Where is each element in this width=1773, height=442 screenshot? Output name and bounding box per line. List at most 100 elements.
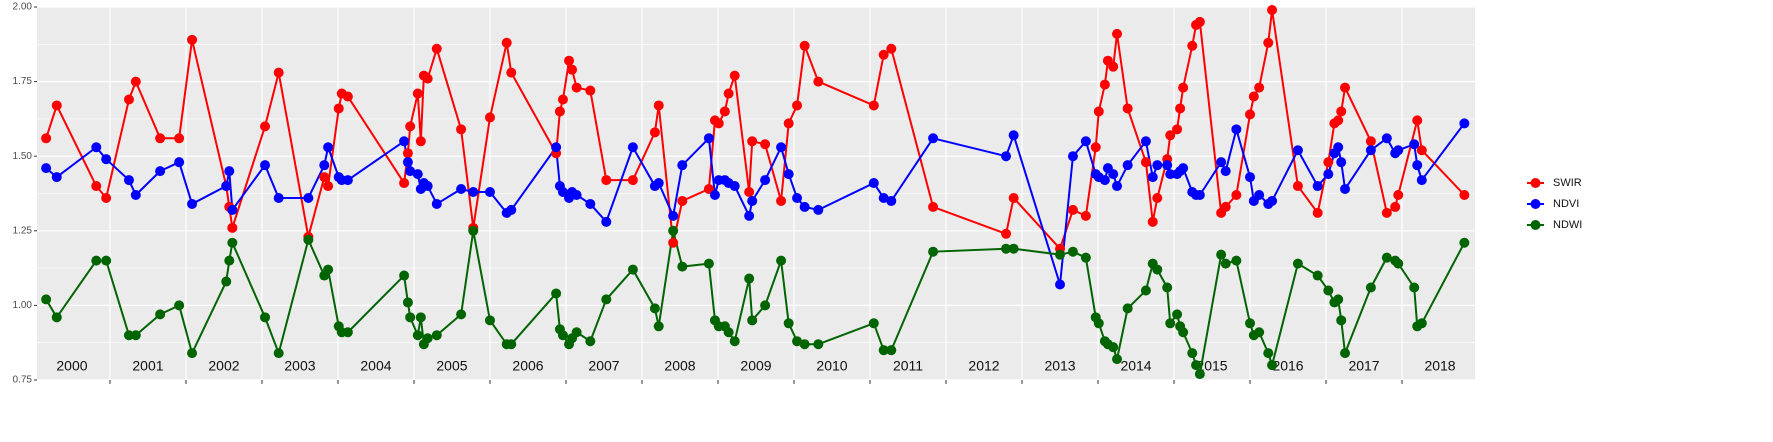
data-point <box>799 339 810 350</box>
data-point <box>1365 136 1376 147</box>
data-point <box>649 303 660 314</box>
data-point <box>571 82 582 93</box>
data-point <box>1090 142 1101 153</box>
data-point <box>221 276 232 287</box>
data-point <box>1140 157 1151 168</box>
data-point <box>1140 285 1151 296</box>
data-point <box>868 318 879 329</box>
data-point <box>1008 243 1019 254</box>
data-point <box>1108 169 1119 180</box>
data-point <box>1365 145 1376 156</box>
data-point <box>1080 210 1091 221</box>
data-point <box>868 178 879 189</box>
data-point <box>1194 16 1205 27</box>
data-point <box>878 49 889 60</box>
data-point <box>1245 172 1256 183</box>
data-point <box>760 139 771 150</box>
data-point <box>1292 181 1303 192</box>
data-point <box>224 166 235 177</box>
data-point <box>1080 252 1091 263</box>
data-point <box>273 67 284 78</box>
data-point <box>51 312 62 323</box>
data-point <box>571 327 582 338</box>
data-point <box>41 294 52 305</box>
data-point <box>1172 309 1183 320</box>
data-point <box>1381 133 1392 144</box>
data-point <box>557 94 568 105</box>
data-point <box>412 88 423 99</box>
data-point <box>1112 28 1123 39</box>
data-point <box>1220 258 1231 269</box>
data-point <box>1323 169 1334 180</box>
y-tick-label: 2.00 <box>13 2 33 13</box>
data-point <box>1292 145 1303 156</box>
data-point <box>813 76 824 87</box>
data-point <box>1333 115 1344 126</box>
data-point <box>155 166 166 177</box>
data-point <box>187 34 198 45</box>
data-point <box>1147 172 1158 183</box>
data-point <box>1162 282 1173 293</box>
data-point <box>709 189 720 200</box>
data-point <box>1416 318 1427 329</box>
data-point <box>319 160 330 171</box>
y-tick-label: 0.75 <box>13 375 33 386</box>
data-point <box>1108 342 1119 353</box>
data-point <box>187 198 198 209</box>
data-point <box>783 169 794 180</box>
data-point <box>130 76 141 87</box>
data-point <box>303 234 314 245</box>
data-point <box>1248 91 1259 102</box>
data-point <box>319 172 330 183</box>
data-point <box>799 201 810 212</box>
data-point <box>567 64 578 75</box>
data-point <box>744 273 755 284</box>
data-point <box>1147 216 1158 227</box>
data-point <box>1001 243 1012 254</box>
legend-label: NDWI <box>1553 219 1582 231</box>
data-point <box>1099 79 1110 90</box>
year-label: 2015 <box>1196 358 1227 374</box>
data-point <box>51 172 62 183</box>
data-point <box>323 264 334 275</box>
data-point <box>422 181 433 192</box>
data-point <box>1055 249 1066 260</box>
data-point <box>402 297 413 308</box>
data-point <box>1067 204 1078 215</box>
data-point <box>723 88 734 99</box>
data-point <box>1165 169 1176 180</box>
year-label: 2010 <box>816 358 847 374</box>
data-point <box>677 261 688 272</box>
data-point <box>415 312 426 323</box>
data-point <box>1390 201 1401 212</box>
data-point <box>868 100 879 111</box>
data-point <box>1416 175 1427 186</box>
data-point <box>1409 139 1420 150</box>
data-point <box>1231 124 1242 135</box>
data-point <box>1409 282 1420 293</box>
data-point <box>41 163 52 174</box>
data-point <box>1178 82 1189 93</box>
year-label: 2008 <box>664 358 695 374</box>
data-point <box>506 339 517 350</box>
data-point <box>1178 163 1189 174</box>
data-point <box>174 300 185 311</box>
data-point <box>415 136 426 147</box>
data-point <box>1152 192 1163 203</box>
data-point <box>342 175 353 186</box>
data-point <box>1340 348 1351 359</box>
data-point <box>1231 189 1242 200</box>
data-point <box>729 181 740 192</box>
year-label: 2000 <box>56 358 87 374</box>
data-point <box>776 255 787 266</box>
year-label: 2016 <box>1272 358 1303 374</box>
year-label: 2002 <box>208 358 239 374</box>
data-point <box>1187 40 1198 51</box>
year-label: 2017 <box>1348 358 1379 374</box>
data-point <box>1220 201 1231 212</box>
data-point <box>468 187 479 198</box>
data-point <box>1459 189 1470 200</box>
y-tick-label: 1.50 <box>13 151 33 162</box>
data-point <box>227 222 238 233</box>
data-point <box>1099 175 1110 186</box>
